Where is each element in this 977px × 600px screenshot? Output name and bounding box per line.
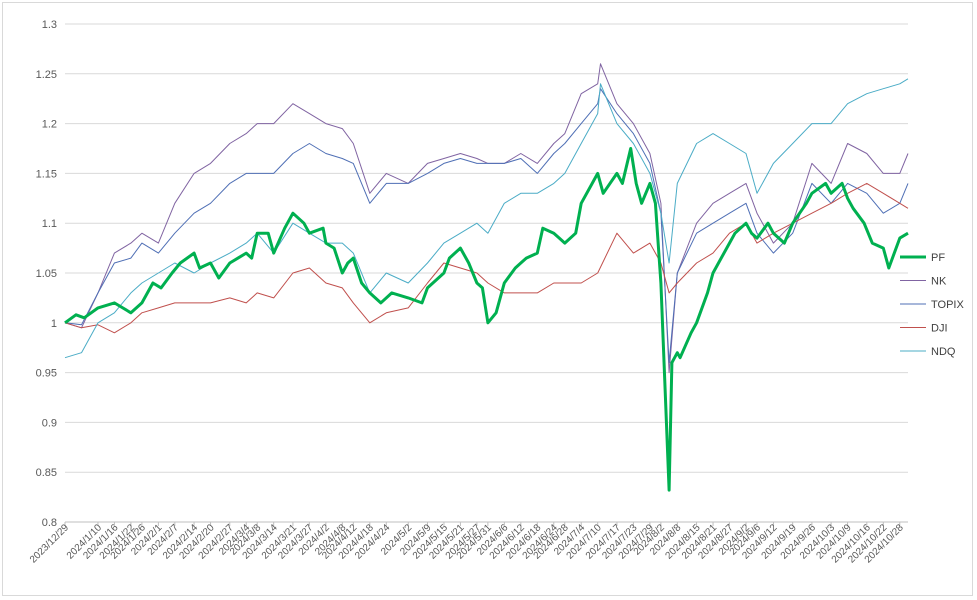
legend: PF NK TOPIX DJI NDQ xyxy=(900,252,964,358)
y-tick-label: 1.05 xyxy=(36,268,57,280)
legend-label-ndq: NDQ xyxy=(931,346,956,358)
x-axis: 2023/12/292024/1/102024/1/162024/1/22202… xyxy=(28,522,906,566)
series-line-pf xyxy=(64,147,909,492)
series-line-dji xyxy=(64,182,909,334)
series-lines xyxy=(64,63,909,492)
line-chart: 0.8 0.85 0.9 0.95 1 1.05 1.1 1.15 1.2 1.25 1.3 202… xyxy=(28,19,965,566)
y-tick-label: 1.25 xyxy=(36,69,57,81)
y-tick-label: 0.9 xyxy=(42,417,57,429)
series-line-nk xyxy=(64,63,909,374)
y-tick-label: 0.95 xyxy=(36,368,57,380)
y-tick-label: 1.1 xyxy=(42,218,57,230)
legend-label-topix: TOPIX xyxy=(931,299,964,311)
y-tick-label: 0.8 xyxy=(42,517,57,529)
y-axis: 0.8 0.85 0.9 0.95 1 1.05 1.1 1.15 1.2 1.25 1.3 xyxy=(36,19,57,529)
gridlines xyxy=(65,23,908,523)
legend-label-nk: NK xyxy=(931,276,947,288)
y-tick-label: 1.2 xyxy=(42,119,57,131)
legend-label-pf: PF xyxy=(931,252,945,264)
y-tick-label: 0.85 xyxy=(36,467,57,479)
series-line-topix xyxy=(64,88,909,364)
y-tick-label: 1.15 xyxy=(36,168,57,180)
y-tick-label: 1 xyxy=(51,318,57,330)
legend-label-dji: DJI xyxy=(931,323,948,335)
y-tick-label: 1.3 xyxy=(42,19,57,31)
